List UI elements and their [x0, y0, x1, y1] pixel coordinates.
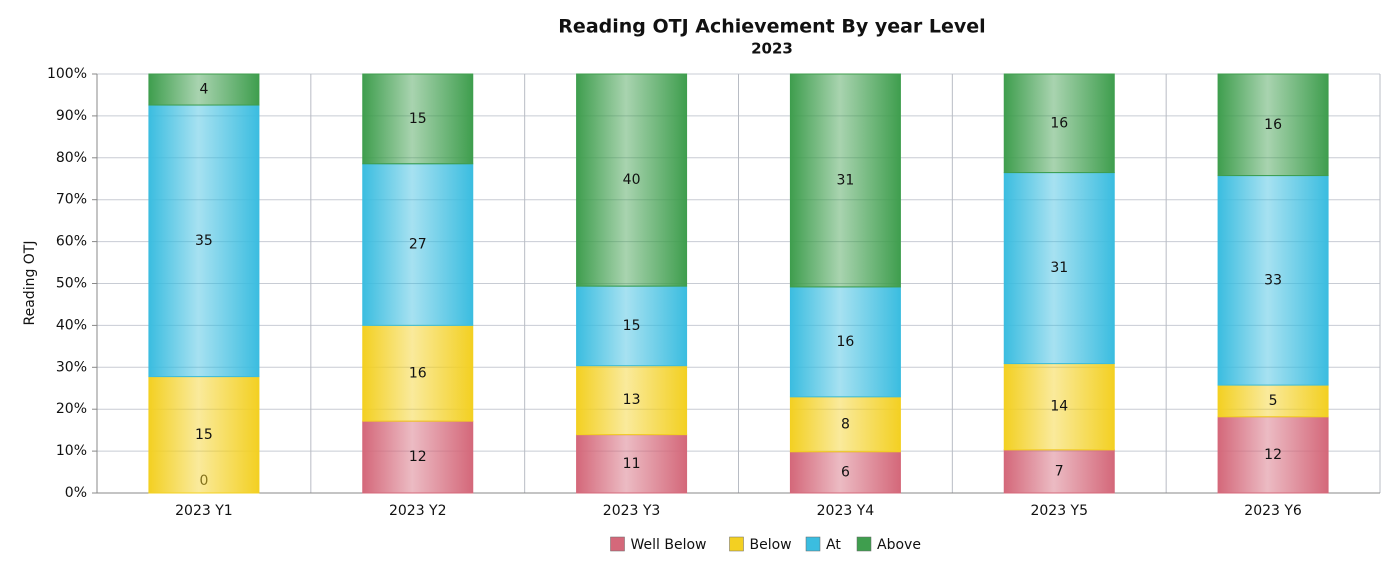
data-label: 11 [623, 456, 641, 472]
data-label: 40 [623, 172, 641, 188]
y-axis-label: Reading OTJ [22, 241, 38, 326]
data-label: 5 [1269, 393, 1278, 409]
legend-swatch [610, 536, 625, 552]
bar-segment [1217, 175, 1329, 386]
bar-segment [1003, 363, 1115, 451]
x-tick-label: 2023 Y2 [389, 503, 447, 519]
x-tick-label: 2023 Y5 [1030, 503, 1088, 519]
x-tick-label: 2023 Y3 [603, 503, 661, 519]
bar-segment [1217, 416, 1329, 494]
bar-segment [362, 420, 474, 494]
bar-segment [789, 73, 901, 288]
y-tick-label: 70% [56, 192, 87, 208]
chart-title: Reading OTJ Achievement By year Level [558, 16, 985, 38]
data-label: 8 [841, 416, 850, 432]
data-label: 15 [195, 427, 213, 443]
bar-segment [362, 324, 474, 422]
data-label: 7 [1055, 463, 1064, 479]
y-tick-label: 90% [56, 108, 87, 124]
y-tick-label: 40% [56, 317, 87, 333]
data-label: 15 [409, 111, 427, 127]
data-label: 16 [837, 334, 855, 350]
legend-swatch [805, 536, 821, 552]
x-tick-label: 2023 Y6 [1244, 503, 1302, 519]
data-label: 35 [195, 233, 213, 249]
legend-label: Well Below [631, 537, 707, 553]
data-label: 12 [409, 449, 427, 465]
data-label: 16 [1050, 115, 1068, 131]
data-label: 6 [841, 464, 850, 480]
data-label: 13 [623, 392, 641, 408]
y-tick-label: 60% [56, 234, 87, 250]
bar-segment [362, 73, 474, 165]
legend-swatch [856, 536, 872, 552]
chart-subtitle: 2023 [751, 40, 793, 58]
bar-segment [148, 104, 260, 378]
y-tick-label: 100% [47, 66, 87, 82]
x-tick-label: 2023 Y1 [175, 503, 233, 519]
data-label: 15 [623, 318, 641, 334]
legend-swatch [729, 536, 744, 552]
y-tick-label: 20% [56, 401, 87, 417]
bar-segment [789, 286, 901, 398]
data-label: 33 [1264, 272, 1282, 288]
data-label: 12 [1264, 447, 1282, 463]
y-tick-label: 50% [56, 276, 87, 292]
bar-segment [148, 73, 260, 106]
bar-segment [576, 365, 688, 436]
bar-segment [576, 285, 688, 367]
bar-segment [362, 163, 474, 326]
data-label: 14 [1050, 399, 1068, 415]
bar-segment [1003, 73, 1115, 174]
y-tick-label: 80% [56, 150, 87, 166]
bar-segment [1217, 73, 1329, 177]
bar-segment [789, 451, 901, 494]
legend-label: Above [877, 537, 921, 553]
bar-segment [1217, 384, 1329, 418]
legend-label: At [826, 537, 841, 553]
data-label: 4 [199, 82, 208, 98]
bar-segment [1003, 449, 1115, 494]
legend-label: Below [750, 537, 792, 553]
data-label: 16 [1264, 117, 1282, 133]
bar-segment [576, 73, 688, 287]
y-tick-label: 30% [56, 359, 87, 375]
y-tick-label: 0% [65, 485, 87, 501]
data-label: 16 [409, 365, 427, 381]
bar-segment [789, 396, 901, 453]
x-tick-label: 2023 Y4 [817, 503, 875, 519]
bar-segment [1003, 172, 1115, 365]
data-label: 27 [409, 237, 427, 253]
y-tick-label: 10% [56, 443, 87, 459]
bar-segment [148, 376, 260, 494]
data-label: 31 [1050, 260, 1068, 276]
bar-segment [576, 434, 688, 494]
data-label: 31 [837, 172, 855, 188]
